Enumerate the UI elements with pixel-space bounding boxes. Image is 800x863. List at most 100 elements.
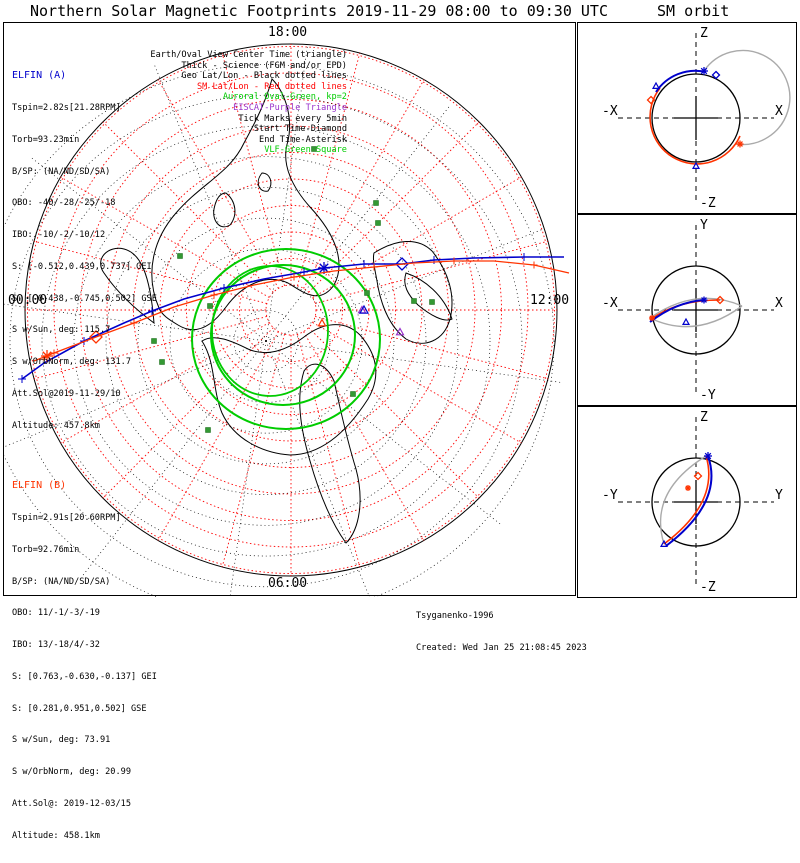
sm-meridian: [60, 176, 270, 298]
geo-meridian: [265, 340, 370, 597]
elfin-b-tick: [210, 291, 218, 299]
elfin-b-tick: [370, 263, 378, 271]
elfin-a-line: Tspin=2.82s[21.28RPM]: [12, 102, 121, 113]
mlt-label-bottom: 06:00: [268, 576, 308, 591]
legend: Earth/Oval View Center Time (triangle) T…: [150, 50, 347, 156]
elfin-b-tick: [290, 273, 298, 281]
legend-item: Earth/Oval View Center Time (triangle): [150, 50, 347, 60]
orbit-axis-label-bottom: -Z: [700, 580, 716, 595]
legend-item: End Time-Asterisk: [259, 134, 347, 145]
elfin-a-view-triangle: [358, 304, 370, 314]
elfin-b-start-diamond: [89, 330, 103, 344]
vlf-station-square: [373, 200, 379, 206]
elfin-a-info: ELFIN (A) Tspin=2.82s[21.28RPM] Torb=93.…: [12, 50, 157, 453]
elfin-a-line: S: [-0.512,0.439,0.737] GEI: [12, 261, 152, 272]
elfin-b-start-diamond: [646, 95, 656, 105]
sm-meridian: [33, 240, 267, 304]
elfin-a-line: B/SP: (NA/ND/SD/SA): [12, 166, 111, 177]
elfin-b-orbit: [649, 87, 741, 165]
orbit-axis-label-right: Y: [775, 488, 783, 503]
earth-outline: [651, 457, 741, 547]
elfin-a-end-asterisk: [700, 67, 708, 75]
orbit-ground-track: [703, 49, 791, 146]
legend-item: EISCAT-Purple Triangle: [233, 102, 347, 113]
elfin-a-tick: [18, 375, 26, 383]
sm-meridian: [221, 52, 285, 286]
auroral-oval-inner: [211, 265, 329, 397]
sm-meridian: [315, 316, 549, 380]
elfin-a-tick: [360, 260, 368, 268]
elfin-a-tick: [148, 307, 156, 315]
vlf-station-square: [411, 298, 417, 304]
vlf-station-square: [205, 427, 211, 433]
sm-meridian: [33, 316, 267, 380]
sm-latitude-circle: [186, 205, 396, 415]
orbit-axis-label-top: Y: [700, 218, 708, 233]
elfin-a-line: S w/Sun, deg: 115.7: [12, 325, 111, 336]
elfin-b-line: Tspin=2.91s[20.60RPM]: [12, 512, 121, 523]
elfin-a-view-triangle: [691, 161, 701, 169]
orbit-axis-label-left: -X: [602, 296, 618, 311]
elfin-b-line: S w/OrbNorm, deg: 20.99: [12, 767, 131, 778]
orbit-axis-label-bottom: -Y: [700, 388, 716, 403]
auroral-oval-mid: [210, 264, 356, 406]
elfin-a-tick: [220, 284, 228, 292]
orbit-axis-label-bottom: -Z: [700, 196, 716, 211]
orbit-axis-label-left: -X: [602, 104, 618, 119]
geo-latitude-circle: [41, 125, 491, 557]
elfin-a-line: OBO: -40/-28/-25/-18: [12, 198, 116, 209]
vlf-station-square: [207, 303, 213, 309]
geo-latitude-circle: [73, 156, 459, 526]
elfin-b-line: S w/Sun, deg: 73.91: [12, 735, 111, 746]
sm-meridian: [312, 322, 522, 444]
legend-item: VLF-Green Square: [264, 145, 347, 156]
sm-meridian: [157, 331, 279, 541]
credit-line: Tsyganenko-1996: [416, 611, 494, 622]
elfin-a-line: Altitude: 457.8km: [12, 420, 100, 431]
orbit-ground-track: [659, 455, 707, 545]
elfin-a-view-triangle: [651, 81, 661, 90]
sm-meridian: [303, 79, 425, 289]
sm-latitude-circle: [239, 258, 343, 362]
auroral-oval-outer: [191, 248, 381, 430]
continent-outline: [100, 247, 155, 325]
elfin-b-info: ELFIN (B) Tspin=2.91s[20.60RPM] Torb=92.…: [12, 460, 157, 863]
sm-meridian: [297, 334, 361, 568]
elfin-a-line: S: [-0.438,-0.745,0.502] GSE: [12, 293, 157, 304]
sm-meridian: [312, 176, 522, 298]
elfin-a-tick: [520, 253, 528, 261]
elfin-b-line: OBO: 11/-1/-3/-19: [12, 608, 100, 619]
vlf-station-square: [177, 253, 183, 259]
sm-latitude-circle: [265, 284, 317, 336]
vlf-station-square: [311, 146, 317, 152]
orbit-ground-track: [649, 305, 743, 328]
sm-meridian: [102, 121, 274, 293]
elfin-b-line: Torb=92.76min: [12, 544, 80, 555]
footprint-map: [4, 43, 570, 597]
orbit-axis-label-right: X: [775, 296, 783, 311]
elfin-b-line: Altitude: 458.1km: [12, 830, 100, 841]
elfin-b-end-asterisk: [685, 485, 691, 491]
elfin-a-view-triangle: [681, 317, 691, 326]
elfin-b-end-asterisk: [41, 350, 53, 362]
elfin-a-line: IBO: -10/-2/-10/12: [12, 230, 106, 241]
mlt-label-left: 00:00: [8, 293, 48, 308]
elfin-a-end-asterisk: [704, 452, 712, 460]
elfin-a-line: S w/OrbNorm, deg: 131.7: [12, 357, 131, 368]
elfin-a-orbit: [665, 455, 713, 547]
sm-latitude-circle: [27, 46, 555, 574]
footprint-map-panel: ELFIN (A) Tspin=2.82s[21.28RPM] Torb=93.…: [3, 22, 587, 841]
orbit-ground-track: [649, 297, 743, 319]
credit-line: Created: Wed Jan 25 21:08:45 2023: [416, 642, 587, 653]
elfin-b-line: S: [0.281,0.951,0.502] GSE: [12, 703, 147, 714]
eiscat-triangle: [395, 327, 405, 336]
sm-meridian: [315, 240, 549, 304]
vlf-station-square: [375, 220, 381, 226]
continent-outline: [404, 272, 453, 321]
legend-item: Tick Marks every 5min: [238, 113, 347, 124]
elfin-b-line: B/SP: (NA/ND/SD/SA): [12, 576, 111, 587]
continent-outline: [151, 78, 340, 330]
elfin-b-orbit: [663, 455, 710, 545]
vlf-station-square: [350, 391, 356, 397]
orbit-panel-yz: Z -Z -Y Y: [577, 406, 797, 598]
